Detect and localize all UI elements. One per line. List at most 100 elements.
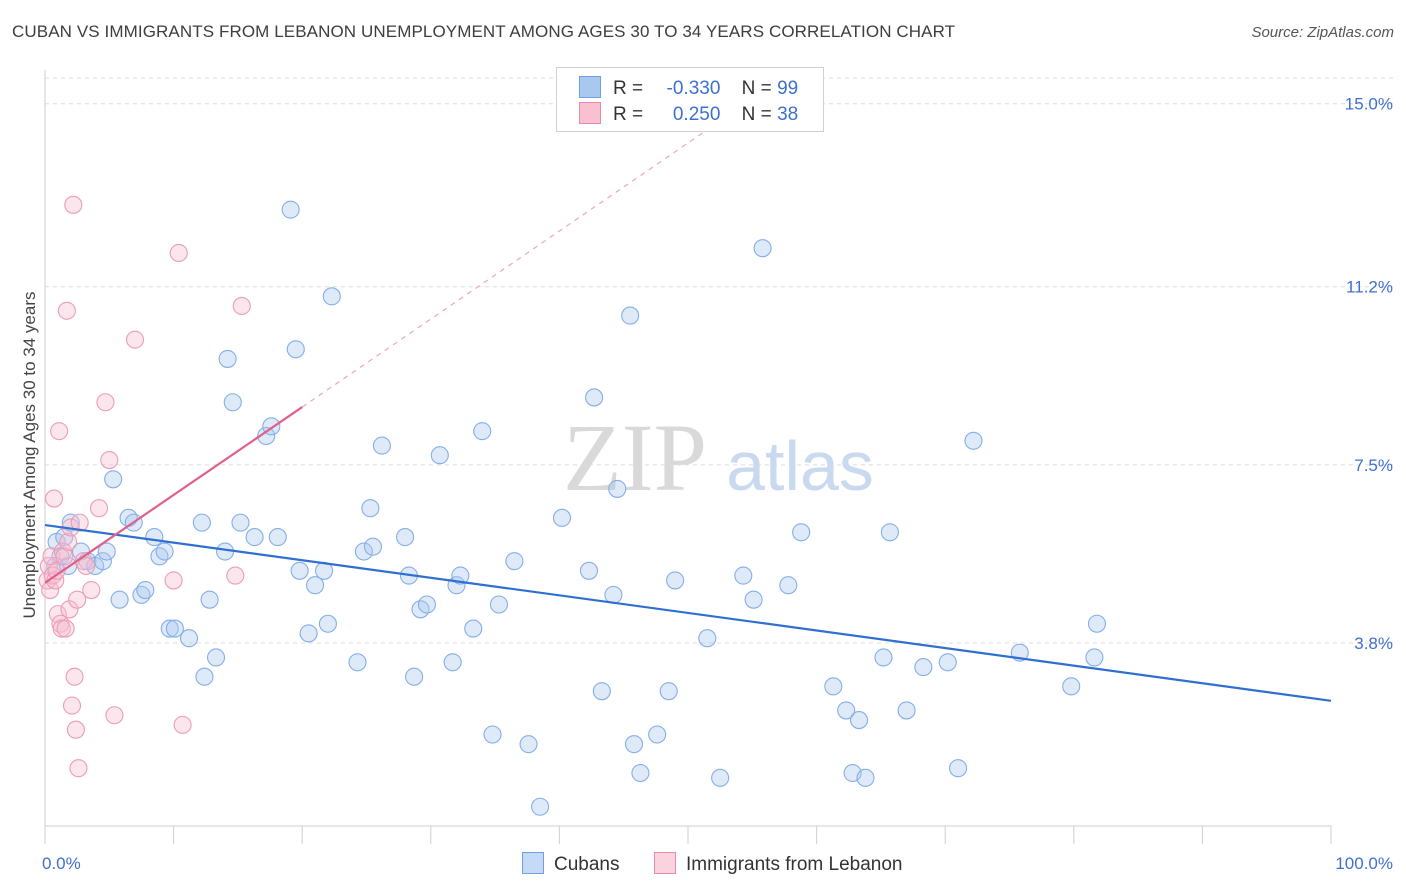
cubans-point <box>648 725 667 744</box>
cubans-point <box>552 508 572 527</box>
axes <box>44 70 1332 844</box>
legend-r-value-lebanon: 0.250 <box>672 104 721 125</box>
cubans-point <box>585 388 604 407</box>
correlation-legend: R = -0.330 N = 99 R = 0.250 N = 38 <box>556 67 824 132</box>
cubans-point <box>880 523 899 542</box>
lebanon-point <box>44 489 64 508</box>
cubans-point <box>372 436 391 455</box>
cubans-point <box>856 768 875 787</box>
y-tick-label: 7.5% <box>1354 456 1393 475</box>
lebanon-point <box>169 243 188 263</box>
legend-item-cubans: Cubans <box>522 852 620 876</box>
lebanon-point <box>55 547 74 566</box>
cubans-point <box>97 542 116 561</box>
cubans-point <box>711 768 730 787</box>
lebanon-point <box>69 759 88 778</box>
legend-n-label: N = <box>741 104 772 125</box>
cubans-point <box>306 576 325 595</box>
cubans-point <box>160 619 179 638</box>
legend-n-value-lebanon: 38 <box>777 104 799 125</box>
lebanon-point <box>173 715 192 734</box>
cubans-point <box>299 624 318 643</box>
lebanon-trend-extension <box>301 124 715 408</box>
lebanon-point <box>226 566 245 585</box>
cubans-point <box>874 648 893 667</box>
cubans-point <box>464 619 483 638</box>
cubans-point <box>110 590 129 609</box>
cubans-point <box>914 658 933 677</box>
y-axis-label: Unemployment Among Ages 30 to 34 years <box>20 292 39 619</box>
cubans-point <box>621 306 640 325</box>
legend-r-label: R = <box>613 104 644 125</box>
cubans-point <box>136 581 155 600</box>
lebanon-point <box>100 450 119 470</box>
lebanon-point <box>52 619 71 638</box>
cubans-point <box>318 614 337 633</box>
cubans-point <box>218 349 237 368</box>
lebanon-point <box>47 561 66 580</box>
cubans-point <box>744 590 763 609</box>
cubans-point <box>417 595 436 614</box>
tick-labels: 3.8% 7.5% 11.2% 15.0% 0.0% 100.0% <box>42 95 1393 873</box>
grid-lines <box>45 77 1395 644</box>
lebanon-trend-line <box>44 406 303 584</box>
cubans-point <box>145 528 164 547</box>
legend-label-lebanon: Immigrants from Lebanon <box>686 854 903 875</box>
lebanon-point <box>77 556 96 576</box>
cubans-point <box>1085 648 1104 667</box>
legend-swatch-cubans <box>522 852 544 874</box>
legend-swatch-lebanon <box>579 102 601 124</box>
chart-title: CUBAN VS IMMIGRANTS FROM LEBANON UNEMPLO… <box>12 22 956 41</box>
cubans-point <box>659 682 678 701</box>
cubans-point <box>824 677 843 696</box>
lebanon-point <box>70 513 89 532</box>
cubans-point <box>281 200 300 219</box>
cubans-point <box>698 629 717 648</box>
cubans-point <box>1087 614 1106 633</box>
watermark-atlas: atlas <box>726 427 874 505</box>
x-tick-label-max: 100.0% <box>1335 854 1393 873</box>
x-tick-label-min: 0.0% <box>42 854 81 873</box>
cubans-point <box>257 426 276 446</box>
legend-row-cubans: R = -0.330 N = 99 <box>579 76 798 100</box>
lebanon-point <box>57 301 76 320</box>
lebanon-point <box>59 532 78 551</box>
legend-n-label: N = <box>741 78 772 99</box>
cubans-point <box>405 667 424 686</box>
cubans-point <box>354 542 373 561</box>
cubans-point <box>964 431 983 450</box>
cubans-point <box>322 287 341 306</box>
cubans-point <box>93 552 112 571</box>
trend-lines <box>44 124 1332 702</box>
legend-r-label: R = <box>613 78 644 99</box>
lebanon-point <box>82 581 101 600</box>
cubans-point <box>192 513 211 532</box>
cubans-point <box>165 619 184 638</box>
cubans-point <box>624 735 644 754</box>
legend-n-value-cubans: 99 <box>777 78 799 99</box>
cubans-point <box>179 629 199 648</box>
watermark: ZIP atlas <box>563 404 874 511</box>
cubans-point <box>753 239 772 258</box>
cubans-point <box>837 701 856 720</box>
lebanon-point <box>60 600 79 619</box>
cubans-point <box>348 653 367 672</box>
legend-item-lebanon: Immigrants from Lebanon <box>654 852 903 876</box>
legend-r-value-cubans: -0.330 <box>666 78 721 99</box>
lebanon-point <box>96 393 115 412</box>
cubans-point <box>579 561 599 580</box>
cubans-trend-line <box>44 523 1332 702</box>
cubans-point <box>531 797 550 816</box>
legend-row-lebanon: R = 0.250 N = 38 <box>579 102 798 126</box>
cubans-point <box>938 653 957 672</box>
cubans-point <box>849 711 869 730</box>
lebanon-point <box>62 696 82 715</box>
cubans-point <box>206 648 226 667</box>
source-label: Source: ZipAtlas.com <box>1251 24 1394 41</box>
cubans-point <box>195 667 214 686</box>
lebanon-point <box>65 667 84 686</box>
lebanon-point <box>89 499 109 518</box>
legend-swatch-cubans <box>579 76 601 98</box>
cubans-point <box>592 682 611 701</box>
